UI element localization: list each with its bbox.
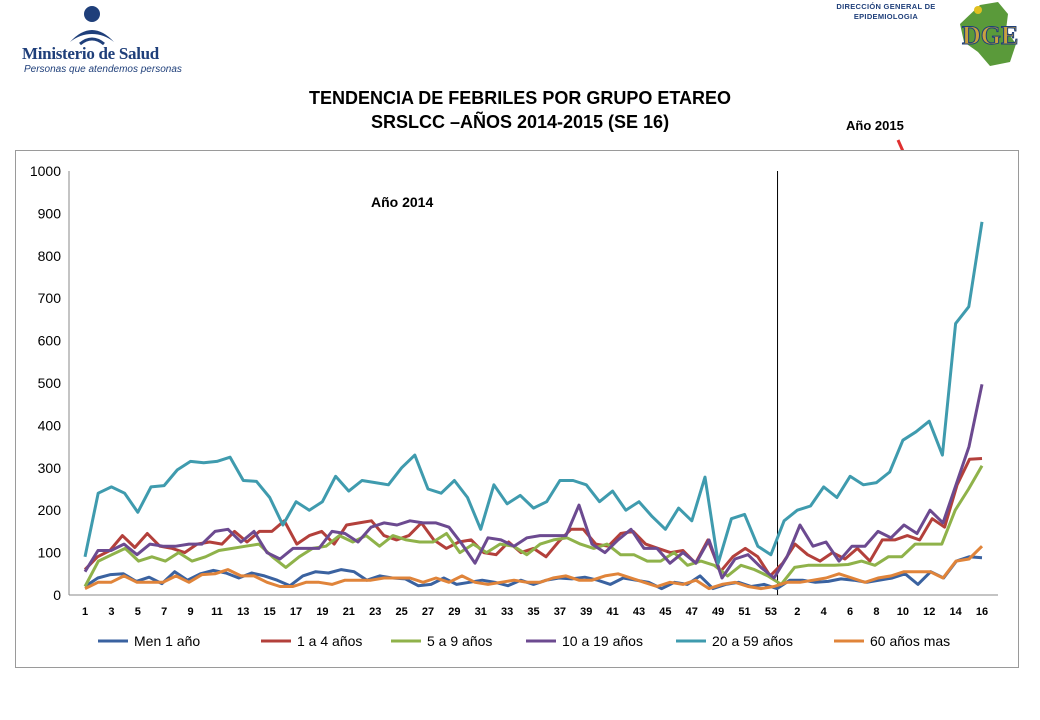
dge-logo: DGE (960, 2, 1019, 66)
x-tick-label: 7 (161, 606, 167, 618)
x-tick-label: 3 (108, 606, 114, 618)
x-tick-label: 13 (237, 606, 249, 618)
x-tick-label: 41 (607, 606, 619, 618)
x-tick-label: 10 (897, 606, 909, 618)
dge-logo-text: DGE (962, 21, 1018, 50)
legend-label-3: 5 a 9 años (427, 633, 492, 649)
series-line-2 (83, 457, 983, 578)
x-tick-label: 27 (422, 606, 434, 618)
x-tick-label: 1 (82, 606, 88, 618)
x-tick-label: 17 (290, 606, 302, 618)
x-tick-label: 31 (475, 606, 487, 618)
x-tick-label: 33 (501, 606, 513, 618)
x-tick-label: 29 (448, 606, 460, 618)
peru-map-icon (960, 2, 1016, 66)
x-tick-label: 5 (135, 606, 141, 618)
x-tick-label: 37 (554, 606, 566, 618)
series-line-6 (84, 545, 984, 591)
x-tick-label: 35 (527, 606, 539, 618)
series-line-1 (84, 555, 983, 591)
legend-label-4: 10 a 19 años (562, 633, 643, 649)
x-tick-label: 2 (794, 606, 800, 618)
x-tick-label: 8 (873, 606, 879, 618)
ministry-tagline: Personas que atendemos personas (24, 64, 182, 75)
x-tick-label: 19 (316, 606, 328, 618)
ministerio-logo (20, 4, 180, 78)
x-tick-label: 4 (821, 606, 828, 618)
y-tick-label: 200 (38, 502, 62, 518)
y-tick-label: 500 (38, 375, 62, 391)
series-line-4 (83, 383, 984, 580)
y-tick-label: 100 (38, 545, 62, 561)
x-tick-label: 9 (187, 606, 193, 618)
x-tick-label: 6 (847, 606, 853, 618)
x-tick-label: 11 (211, 606, 223, 618)
x-tick-label: 49 (712, 606, 724, 618)
series-line-3 (83, 464, 984, 588)
legend-label-6: 60 años mas (870, 633, 950, 649)
x-tick-label: 15 (264, 606, 276, 618)
y-tick-label: 300 (38, 460, 62, 476)
y-tick-label: 800 (38, 248, 62, 264)
annotation-2015: Año 2015 (846, 118, 904, 133)
legend-label-5: 20 a 59 años (712, 633, 793, 649)
chart-subtitle: SRSLCC –AÑOS 2014-2015 (SE 16) (370, 112, 670, 132)
y-tick-label: 400 (38, 417, 62, 433)
legend-label-1: Men 1 año (134, 633, 200, 649)
series-line-5 (83, 221, 984, 565)
y-tick-label: 900 (38, 205, 62, 221)
dge-line1: DIRECCIÓN GENERAL DE (836, 2, 936, 11)
x-tick-label: 25 (395, 606, 407, 618)
x-tick-label: 53 (765, 606, 777, 618)
x-tick-label: 39 (580, 606, 592, 618)
x-tick-label: 43 (633, 606, 645, 618)
x-tick-label: 16 (976, 606, 988, 618)
dge-line2: EPIDEMIOLOGIA (853, 12, 919, 21)
dge-header: DIRECCIÓN GENERAL DE EPIDEMIOLOGIA (836, 2, 936, 22)
annotation-2014: Año 2014 (371, 194, 433, 210)
x-tick-label: 23 (369, 606, 381, 618)
ministry-name: Ministerio de Salud (22, 44, 159, 63)
chart-title: TENDENCIA DE FEBRILES POR GRUPO ETAREO (308, 88, 732, 108)
y-tick-label: 700 (38, 290, 62, 306)
chart-frame: 0 100 200 300 400 500 600 700 800 900 1000 1 3 5 7 9 11 1… (15, 150, 1019, 668)
x-tick-label: 47 (686, 606, 698, 618)
y-tick-label: 0 (53, 587, 61, 603)
x-tick-label: 45 (659, 606, 671, 618)
x-tick-label: 14 (949, 606, 962, 618)
ministerio-emblem-icon (70, 6, 114, 46)
x-tick-label: 21 (343, 606, 355, 618)
x-tick-label: 51 (738, 606, 750, 618)
y-tick-label: 600 (38, 333, 62, 349)
x-tick-label: 12 (923, 606, 935, 618)
legend-label-2: 1 a 4 años (297, 633, 362, 649)
y-tick-label: 1000 (30, 163, 61, 179)
